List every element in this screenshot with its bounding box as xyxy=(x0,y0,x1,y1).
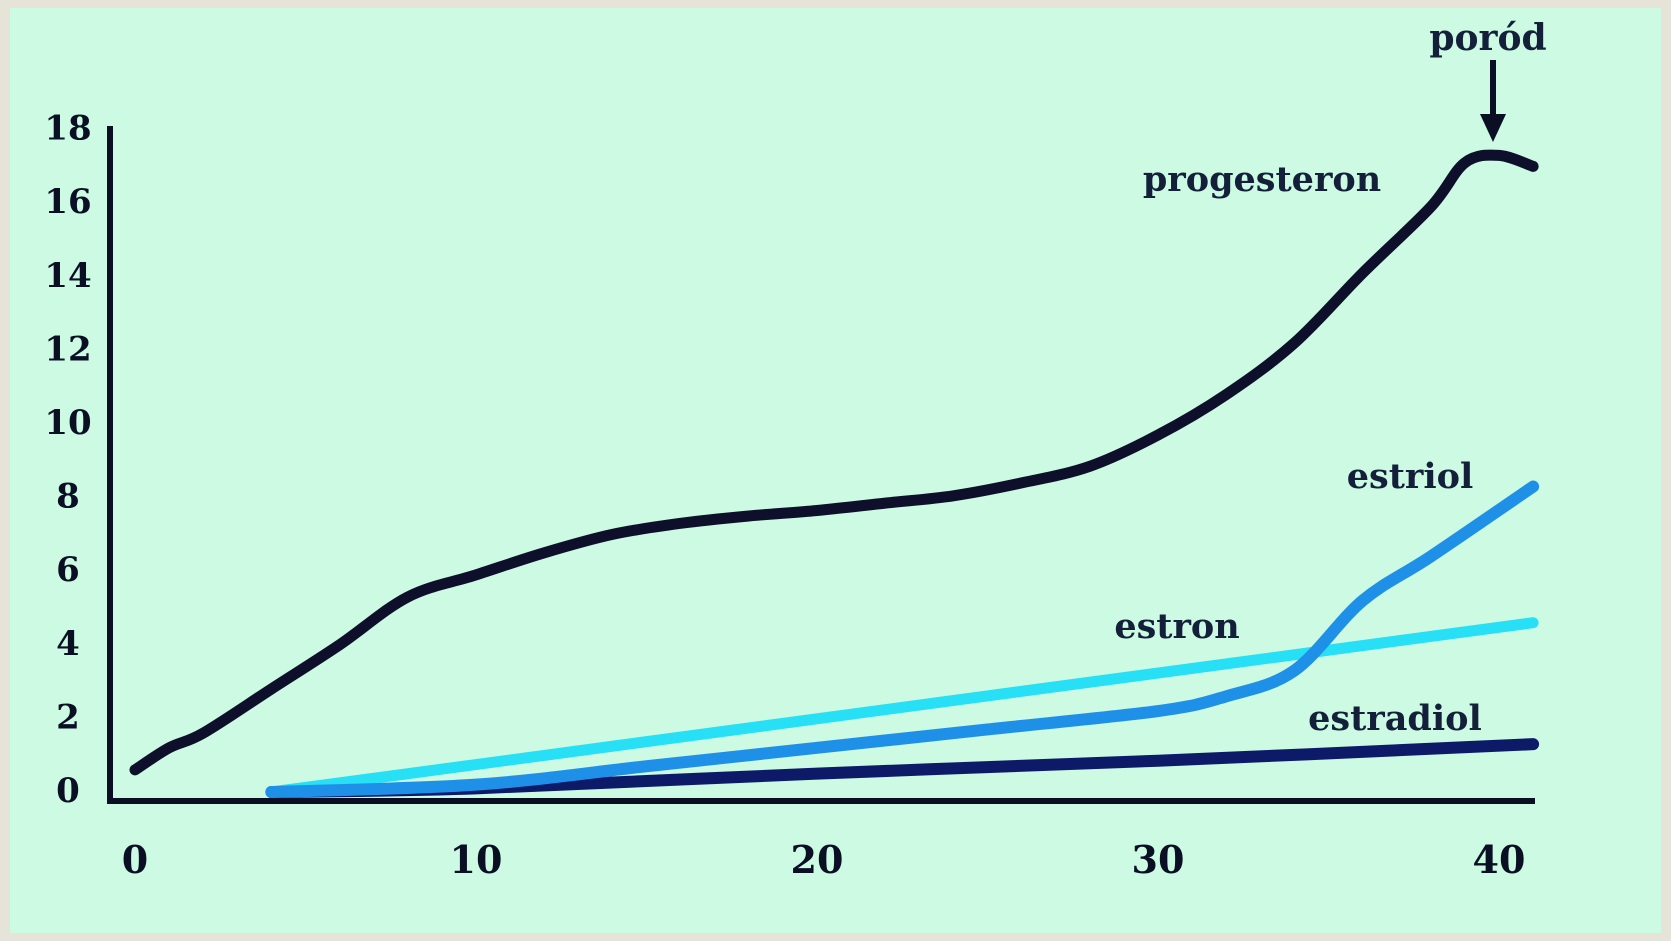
y-tick-label-10: 10 xyxy=(44,403,91,443)
series-line-estriol xyxy=(265,480,1540,798)
series-label-estradiol: estradiol xyxy=(1308,698,1482,739)
y-tick-label-16: 16 xyxy=(44,182,91,222)
series-line-progesteron xyxy=(129,149,1539,776)
annotation-label: poród xyxy=(1429,17,1546,59)
x-tick-label-10: 10 xyxy=(450,837,503,882)
axes xyxy=(107,126,1535,804)
y-tick-label-4: 4 xyxy=(56,624,80,664)
series-lines xyxy=(129,149,1540,798)
y-tick-labels: 0 2 4 6 8 10 12 14 16 18 xyxy=(44,109,91,811)
x-tick-label-20: 20 xyxy=(791,837,844,882)
y-tick-label-2: 2 xyxy=(56,697,80,737)
y-tick-label-0: 0 xyxy=(56,771,80,811)
annotation-arrow-head xyxy=(1480,114,1506,142)
series-label-progesteron: progesteron xyxy=(1143,159,1381,200)
y-tick-label-8: 8 xyxy=(56,477,80,517)
chart-frame: 0 2 4 6 8 10 12 14 16 18 0 10 20 30 40 progesteron est… xyxy=(10,8,1661,933)
y-tick-label-18: 18 xyxy=(44,109,91,149)
y-tick-label-12: 12 xyxy=(44,329,91,369)
series-labels: progesteron estriol estron estradiol xyxy=(1114,159,1482,739)
x-tick-label-30: 30 xyxy=(1132,837,1185,882)
series-label-estron: estron xyxy=(1114,606,1239,647)
annotation: poród xyxy=(1429,17,1547,142)
y-tick-label-14: 14 xyxy=(44,256,91,296)
y-tick-label-6: 6 xyxy=(56,550,80,590)
x-tick-label-40: 40 xyxy=(1473,837,1526,882)
series-label-estriol: estriol xyxy=(1347,456,1474,497)
x-tick-label-0: 0 xyxy=(122,837,148,882)
x-tick-labels: 0 10 20 30 40 xyxy=(122,837,1526,882)
hormone-line-chart: 0 2 4 6 8 10 12 14 16 18 0 10 20 30 40 progesteron est… xyxy=(44,17,1547,882)
